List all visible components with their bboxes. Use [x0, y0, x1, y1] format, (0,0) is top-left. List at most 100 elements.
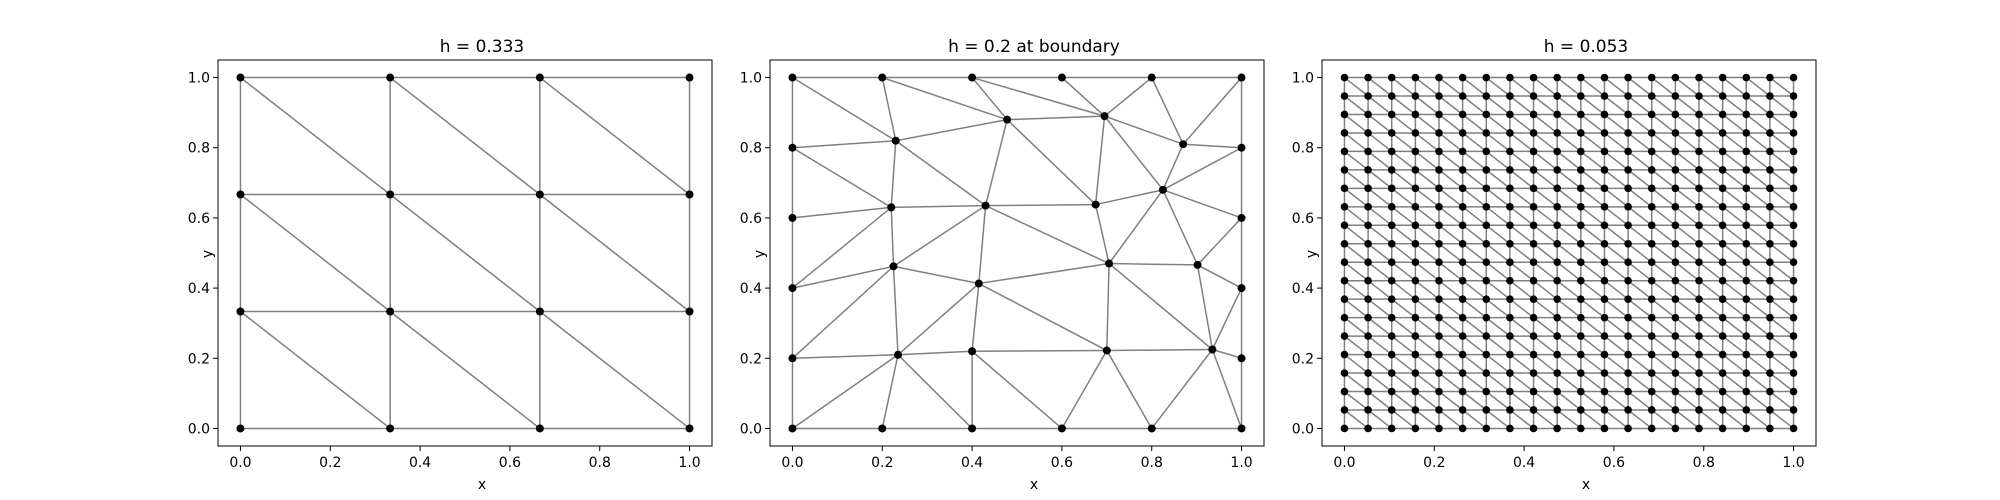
- mesh-node: [1671, 129, 1680, 137]
- mesh-edge: [1556, 243, 1582, 263]
- mesh-node: [1237, 424, 1246, 433]
- mesh-edge: [1627, 317, 1653, 337]
- mesh-node: [1577, 166, 1585, 174]
- mesh-node: [1718, 166, 1727, 174]
- mesh-node: [1529, 147, 1538, 156]
- mesh-edge: [1391, 243, 1416, 263]
- mesh-edge: [1162, 189, 1242, 219]
- mesh-edge: [1627, 150, 1653, 171]
- mesh-edge: [1343, 224, 1369, 245]
- mesh-node: [1364, 166, 1372, 174]
- mesh-node: [1624, 166, 1632, 174]
- mesh-edge: [1509, 76, 1535, 97]
- x-axis-label: x: [478, 477, 486, 493]
- mesh-edge: [1462, 169, 1487, 189]
- mesh-node: [1411, 406, 1420, 414]
- mesh-edge: [1674, 132, 1700, 153]
- mesh-node: [1577, 129, 1585, 137]
- mesh-node: [1624, 184, 1632, 193]
- mesh-node: [1577, 406, 1585, 414]
- mesh-edge: [1651, 169, 1676, 189]
- mesh-edge: [1698, 298, 1724, 319]
- x-tick-label: 0.2: [871, 455, 893, 471]
- mesh-edge: [1343, 187, 1369, 208]
- mesh-edge: [1438, 353, 1464, 374]
- mesh-edge: [1556, 390, 1582, 411]
- mesh-edge: [1367, 113, 1393, 134]
- mesh-node: [1482, 110, 1491, 119]
- mesh-edge: [1106, 263, 1110, 351]
- mesh-node: [1364, 203, 1372, 211]
- mesh-edge: [389, 193, 541, 313]
- mesh-edge: [1745, 169, 1771, 189]
- mesh-edge: [1212, 348, 1242, 359]
- mesh-edge: [1651, 372, 1676, 393]
- mesh-edge: [1603, 335, 1629, 356]
- mesh-edge: [1485, 390, 1511, 411]
- mesh-edge: [1509, 280, 1535, 300]
- mesh-edge: [1391, 169, 1416, 189]
- mesh-edge: [1627, 95, 1653, 116]
- mesh-node: [1695, 424, 1703, 433]
- mesh-node: [1340, 424, 1349, 433]
- mesh-node: [1411, 166, 1420, 174]
- mesh-edge: [1196, 264, 1214, 350]
- mesh-edge: [1533, 335, 1558, 356]
- mesh-node: [1600, 147, 1609, 156]
- mesh-edge: [1509, 132, 1535, 153]
- mesh-edge: [1745, 113, 1771, 134]
- mesh-node: [1600, 110, 1609, 119]
- mesh-edge: [1627, 280, 1653, 300]
- mesh-node: [1506, 166, 1514, 174]
- y-tick-label: 0.2: [1292, 351, 1314, 367]
- mesh-node: [1506, 129, 1514, 137]
- mesh-edge: [1556, 113, 1582, 134]
- mesh-node: [1237, 73, 1246, 82]
- mesh-node: [1600, 184, 1609, 193]
- mesh-edge: [1722, 298, 1747, 319]
- mesh-edge: [1556, 132, 1582, 153]
- mesh-edge: [1722, 261, 1747, 282]
- mesh-node: [1766, 110, 1774, 119]
- mesh-edge: [1509, 335, 1535, 356]
- mesh-node: [1387, 239, 1396, 248]
- mesh-node: [1671, 147, 1680, 156]
- mesh-node: [1506, 387, 1514, 396]
- mesh-edge: [1162, 147, 1242, 191]
- mesh-edge: [1627, 243, 1653, 263]
- x-tick-label: 0.8: [589, 455, 611, 471]
- mesh-edge: [1651, 353, 1676, 374]
- mesh-edge: [791, 265, 895, 359]
- mesh-edge: [1108, 189, 1164, 264]
- axes-frame: [769, 59, 1265, 447]
- mesh-edge: [891, 204, 986, 209]
- mesh-node: [1237, 354, 1246, 363]
- mesh-node: [1789, 369, 1798, 377]
- mesh-node: [1600, 258, 1609, 267]
- mesh-edge: [1414, 76, 1440, 97]
- mesh-node: [1529, 258, 1538, 267]
- mesh-node: [1766, 258, 1774, 267]
- mesh-edge: [895, 118, 1008, 142]
- mesh-node: [788, 213, 797, 222]
- mesh-edge: [1769, 335, 1795, 356]
- mesh-edge: [1367, 206, 1393, 226]
- mesh-node: [1179, 140, 1188, 149]
- mesh-node: [1506, 203, 1514, 211]
- mesh-edge: [1580, 76, 1605, 97]
- mesh-node: [1435, 203, 1443, 211]
- mesh-edge: [1745, 224, 1771, 245]
- mesh-node: [1695, 221, 1703, 230]
- mesh-node: [1387, 73, 1396, 82]
- mesh-edge: [1651, 243, 1676, 263]
- mesh-node: [1695, 350, 1703, 359]
- mesh-node: [1718, 332, 1727, 340]
- mesh-node: [1600, 239, 1609, 248]
- mesh-edge: [1438, 243, 1464, 263]
- mesh-node: [1695, 92, 1703, 100]
- mesh-edge: [1580, 335, 1605, 356]
- mesh-edge: [1556, 261, 1582, 282]
- mesh-node: [1553, 73, 1561, 82]
- mesh-edge: [1462, 298, 1487, 319]
- mesh-node: [1340, 92, 1349, 100]
